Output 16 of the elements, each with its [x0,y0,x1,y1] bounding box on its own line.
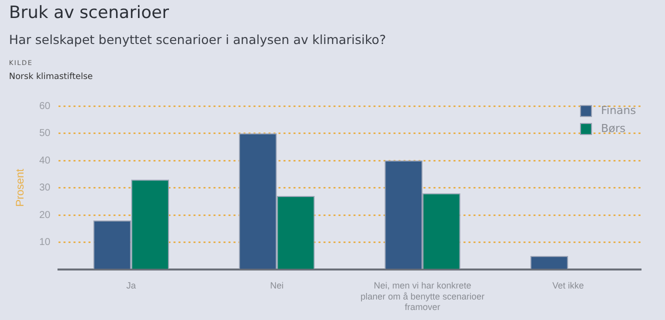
chart-subtitle: Har selskapet benyttet scenarioer i analysen av klimarisiko? [9,32,386,47]
text: Norsk klimastiftelse [9,72,93,82]
y-tick-label: 50 [39,128,51,140]
y-tick-label: 20 [39,210,51,221]
y-tick-label: 60 [39,100,51,112]
x-tick-label: Nei [270,280,284,290]
legend-label: Finans [601,104,636,117]
x-tick-label: Vet ikke [552,280,584,290]
chart-title: Bruk av scenarioer [9,3,169,23]
x-tick-label: Nei, men vi har konkrete planer om å benytte scenarioer framover [360,280,485,312]
legend-label: Børs [601,122,626,135]
y-tick-label: 10 [39,237,51,248]
x-tick-label: Ja [126,280,136,290]
y-tick-label: 30 [39,182,51,194]
y-tick-label: 40 [39,155,51,166]
y-axis-title: Prosent [14,168,27,207]
